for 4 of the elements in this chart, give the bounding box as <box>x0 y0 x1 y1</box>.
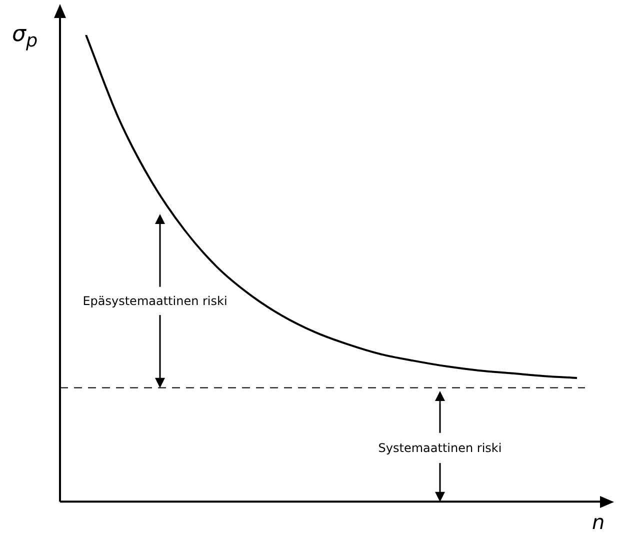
y-axis-title: σ$_{p}$ <box>12 22 38 52</box>
annotation: Epäsystemaattinen riski <box>82 294 228 308</box>
annotation: Systemaattinen riski <box>378 440 502 455</box>
x-axis-title: n <box>592 510 605 534</box>
